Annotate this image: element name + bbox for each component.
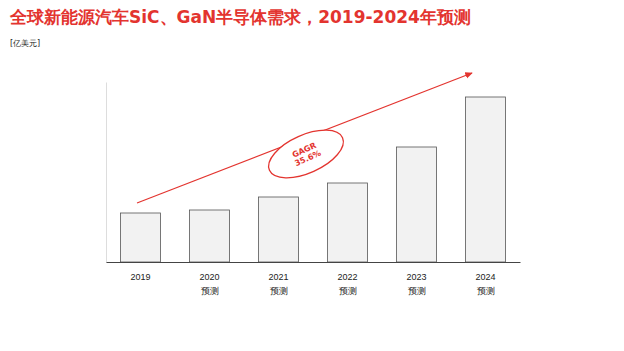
bar [189, 210, 229, 262]
subtitle: [亿美元] [10, 39, 40, 48]
x-tick: 2024预测 [475, 262, 495, 296]
x-tick-label: 2020预测 [199, 272, 219, 296]
bars [120, 97, 505, 262]
x-tick-label: 2021预测 [268, 272, 288, 296]
x-tick: 2020预测 [199, 262, 219, 296]
bar [120, 213, 160, 262]
x-tick-label: 2019 [130, 272, 150, 282]
bar [396, 147, 436, 262]
trend-arrow [137, 73, 472, 203]
x-tick-label: 2024预测 [475, 272, 495, 296]
title: 全球新能源汽车SiC、GaN半导体需求，2019-2024年预测 [9, 7, 471, 27]
x-tick: 2023预测 [406, 262, 426, 296]
x-tick: 2021预测 [268, 262, 288, 296]
bar [258, 197, 298, 262]
annotation-text: GAGR35.6% [290, 140, 323, 168]
x-tick-label: 2023预测 [406, 272, 426, 296]
x-tick: 2022预测 [337, 262, 357, 296]
x-axis: 2019 2020预测 2021预测 2022预测 2023预测 2024预测 [107, 262, 521, 296]
x-axis-line [107, 262, 521, 263]
bar [465, 97, 505, 262]
x-tick: 2019 [130, 262, 150, 282]
x-tick-label: 2022预测 [337, 272, 357, 296]
annotation-ellipse [262, 120, 351, 187]
annotation: GAGR35.6% [262, 120, 351, 187]
bar [327, 183, 367, 262]
chart: 全球新能源汽车SiC、GaN半导体需求，2019-2024年预测 [亿美元] 201… [0, 0, 624, 351]
y-axis-line [106, 83, 107, 263]
y-axis [106, 83, 107, 263]
